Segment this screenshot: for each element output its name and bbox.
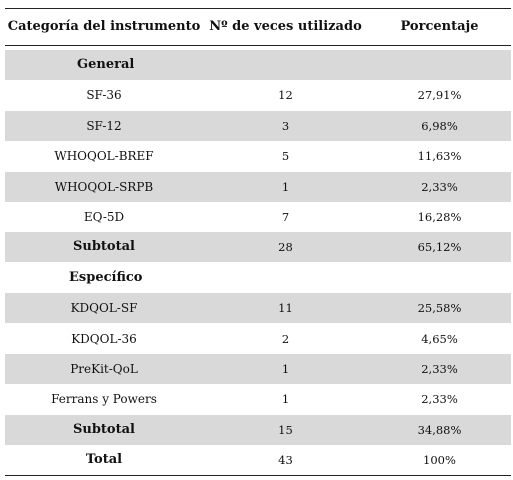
total-row: Total 43 100% [5, 445, 511, 475]
times-used-value: 1 [281, 179, 290, 194]
times-used-value: 2 [281, 331, 290, 346]
table-top-rule [5, 8, 511, 9]
table-row: KDQOL-36 2 4,65% [5, 324, 511, 354]
times-used-value: 7 [281, 210, 290, 224]
percentage-value [368, 50, 511, 80]
percentage-value: 25,58% [417, 301, 462, 316]
subtotal-row: Subtotal 28 65,12% [5, 232, 511, 263]
percentage-value: 16,28% [417, 210, 462, 224]
instrument-name: SF-36 [86, 88, 122, 103]
header-category: Categoría del instrumento [7, 19, 201, 34]
section-label: General [77, 57, 135, 72]
table-row: SF-36 12 27,91% [5, 80, 511, 110]
table-row: WHOQOL-SRPB 1 2,33% [5, 171, 511, 202]
percentage-value: 100% [423, 453, 456, 468]
times-used-value [203, 263, 368, 293]
times-used-value: 11 [278, 301, 293, 316]
percentage-value: 65,12% [417, 240, 462, 255]
instrument-name: WHOQOL-SRPB [54, 179, 154, 194]
times-used-value: 15 [278, 422, 293, 437]
table-header-row: Categoría del instrumento Nº de veces ut… [5, 12, 511, 42]
times-used-value: 3 [281, 118, 290, 133]
table-row: KDQOL-SF 11 25,58% [5, 293, 511, 324]
times-used-value: 1 [281, 392, 290, 407]
percentage-value: 11,63% [417, 149, 462, 164]
section-row: Específico [5, 263, 511, 293]
times-used-value [203, 50, 368, 80]
instrument-name: Ferrans y Powers [51, 392, 157, 407]
table-row: SF-12 3 6,98% [5, 110, 511, 141]
table-row: WHOQOL-BREF 5 11,63% [5, 141, 511, 171]
times-used-value: 12 [278, 88, 293, 103]
percentage-value: 6,98% [421, 118, 458, 133]
instrument-name: KDQOL-36 [71, 331, 137, 346]
percentage-value [368, 263, 511, 293]
instrument-name: KDQOL-SF [70, 301, 138, 316]
table-row: Ferrans y Powers 1 2,33% [5, 384, 511, 414]
times-used-value: 1 [281, 362, 290, 376]
table-row: EQ-5D 7 16,28% [5, 202, 511, 232]
header-times-used: Nº de veces utilizado [209, 19, 362, 34]
percentage-value: 2,33% [421, 362, 458, 376]
instrument-table: Categoría del instrumento Nº de veces ut… [5, 8, 511, 476]
instrument-name: PreKit-QoL [70, 362, 138, 376]
subtotal-row: Subtotal 15 34,88% [5, 414, 511, 445]
percentage-value: 34,88% [417, 422, 462, 437]
instrument-name: SF-12 [86, 118, 122, 133]
section-row: General [5, 50, 511, 80]
table-row: PreKit-QoL 1 2,33% [5, 354, 511, 384]
percentage-value: 2,33% [421, 392, 458, 407]
table-bottom-rule [5, 475, 511, 476]
instrument-name: EQ-5D [83, 210, 125, 224]
instrument-name: Subtotal [73, 239, 135, 255]
percentage-value: 27,91% [417, 88, 462, 103]
instrument-name: WHOQOL-BREF [54, 149, 154, 164]
times-used-value: 28 [278, 240, 293, 255]
percentage-value: 4,65% [421, 331, 458, 346]
percentage-value: 2,33% [421, 179, 458, 194]
header-percentage: Porcentaje [400, 19, 479, 34]
table-header-rule [5, 45, 511, 46]
section-label: Específico [69, 269, 143, 285]
times-used-value: 5 [281, 149, 290, 164]
times-used-value: 43 [278, 453, 293, 468]
instrument-name: Total [85, 452, 123, 468]
instrument-name: Subtotal [73, 421, 135, 437]
